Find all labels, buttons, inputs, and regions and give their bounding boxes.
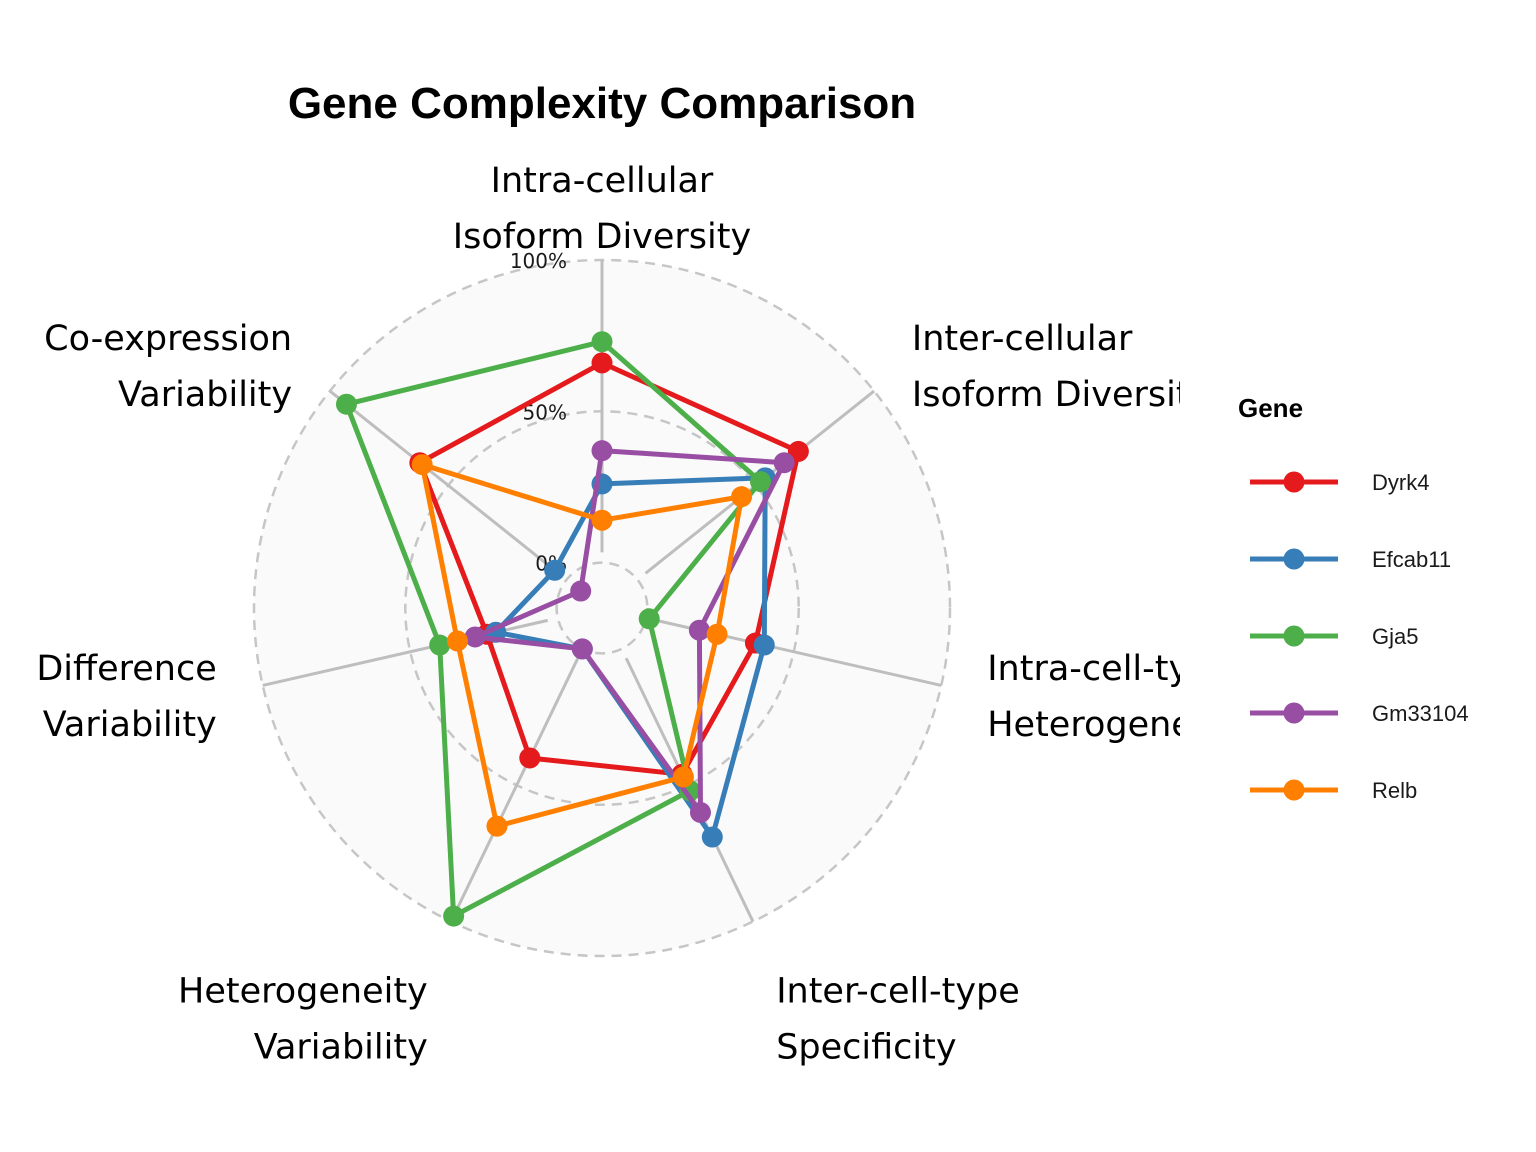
data-point (773, 452, 795, 474)
legend-marker (1283, 548, 1305, 570)
legend-marker (1283, 471, 1305, 493)
data-point (591, 440, 613, 462)
data-point (335, 393, 357, 415)
grid-circle (555, 561, 649, 655)
axis-label: Intra-cellular Isoform Diversity (453, 161, 751, 257)
axis-spoke (328, 389, 560, 575)
data-point (591, 509, 613, 531)
data-point (429, 634, 451, 656)
data-point (519, 747, 541, 769)
axis-label-line: Heterogeneity (178, 971, 428, 1011)
axis-label-line: Variability (43, 705, 217, 745)
data-point (411, 454, 433, 476)
legend-item-relb: Relb (1250, 778, 1417, 803)
data-point (688, 619, 710, 641)
data-point (464, 626, 486, 648)
data-point (544, 559, 566, 581)
series-line (472, 448, 787, 815)
axis-label: Co-expression Variability (44, 319, 292, 415)
legend-marker (1283, 625, 1305, 647)
legend-label: Gm33104 (1372, 701, 1469, 726)
legend-items: Dyrk4 Efcab11 Gja5 Gm33104 Relb (1250, 470, 1469, 803)
data-point (706, 623, 728, 645)
tick-label: 100% (510, 249, 567, 273)
axis-label-line: Isoform Diversity (912, 375, 1210, 415)
series-gm33104 (464, 440, 795, 823)
panel-background (254, 260, 950, 956)
axis-label-line: Isoform Diversity (453, 217, 751, 257)
axis-labels: Intra-cellular Isoform DiversityInter-cel… (36, 161, 1237, 1067)
legend: Gene Dyrk4 Efcab11 Gja5 Gm33104 Relb (1238, 393, 1469, 803)
axis-label-line: Variability (254, 1027, 428, 1067)
axis-label-line: Intra-cell-type (987, 649, 1233, 689)
series-relb (411, 454, 753, 837)
axis-label: Heterogeneity Variability (178, 971, 428, 1067)
legend-marker (1283, 702, 1305, 724)
axis-label: Inter-cell-type Specificity (776, 971, 1020, 1067)
data-point (446, 630, 468, 652)
data-point (591, 331, 613, 353)
data-point (486, 815, 508, 837)
axis-label-line: Heterogeneity (987, 705, 1237, 745)
chart-title: Gene Complexity Comparison (288, 79, 916, 128)
data-point (591, 352, 613, 374)
axis-label: Inter-cellular Isoform Diversity (912, 319, 1210, 415)
legend-label: Gja5 (1372, 624, 1418, 649)
axis-label-line: Variability (118, 375, 292, 415)
axis-label-line: Intra-cellular (491, 161, 714, 201)
data-point (689, 801, 711, 823)
axis-label-line: Difference (36, 649, 216, 689)
series-layer (335, 331, 809, 927)
axis-label-line: Inter-cell-type (776, 971, 1020, 1011)
legend-item-gm33104: Gm33104 (1250, 701, 1469, 726)
axis-label-line: Co-expression (44, 319, 292, 359)
data-point (570, 580, 592, 602)
axis-label-line: Inter-cellular (912, 319, 1133, 359)
data-point (787, 440, 809, 462)
data-point (672, 766, 694, 788)
series-line (419, 462, 745, 829)
legend-label: Efcab11 (1372, 547, 1451, 572)
data-point (638, 608, 660, 630)
legend-item-efcab11: Efcab11 (1250, 547, 1451, 572)
legend-item-dyrk4: Dyrk4 (1250, 470, 1429, 495)
legend-label: Relb (1372, 778, 1417, 803)
axis-label-line: Specificity (776, 1027, 956, 1067)
data-point (443, 905, 465, 927)
legend-item-gja5: Gja5 (1250, 624, 1418, 649)
legend-title: Gene (1238, 393, 1303, 423)
axis-label: Difference Variability (36, 649, 216, 745)
data-point (753, 634, 775, 656)
data-point (701, 826, 723, 848)
data-point (571, 638, 593, 660)
data-point (750, 471, 772, 493)
series-line (417, 360, 801, 777)
legend-label: Dyrk4 (1372, 470, 1429, 495)
axis-spoke (449, 657, 580, 923)
axis-label: Intra-cell-type Heterogeneity (987, 649, 1237, 745)
legend-marker (1283, 779, 1305, 801)
data-point (731, 486, 753, 508)
